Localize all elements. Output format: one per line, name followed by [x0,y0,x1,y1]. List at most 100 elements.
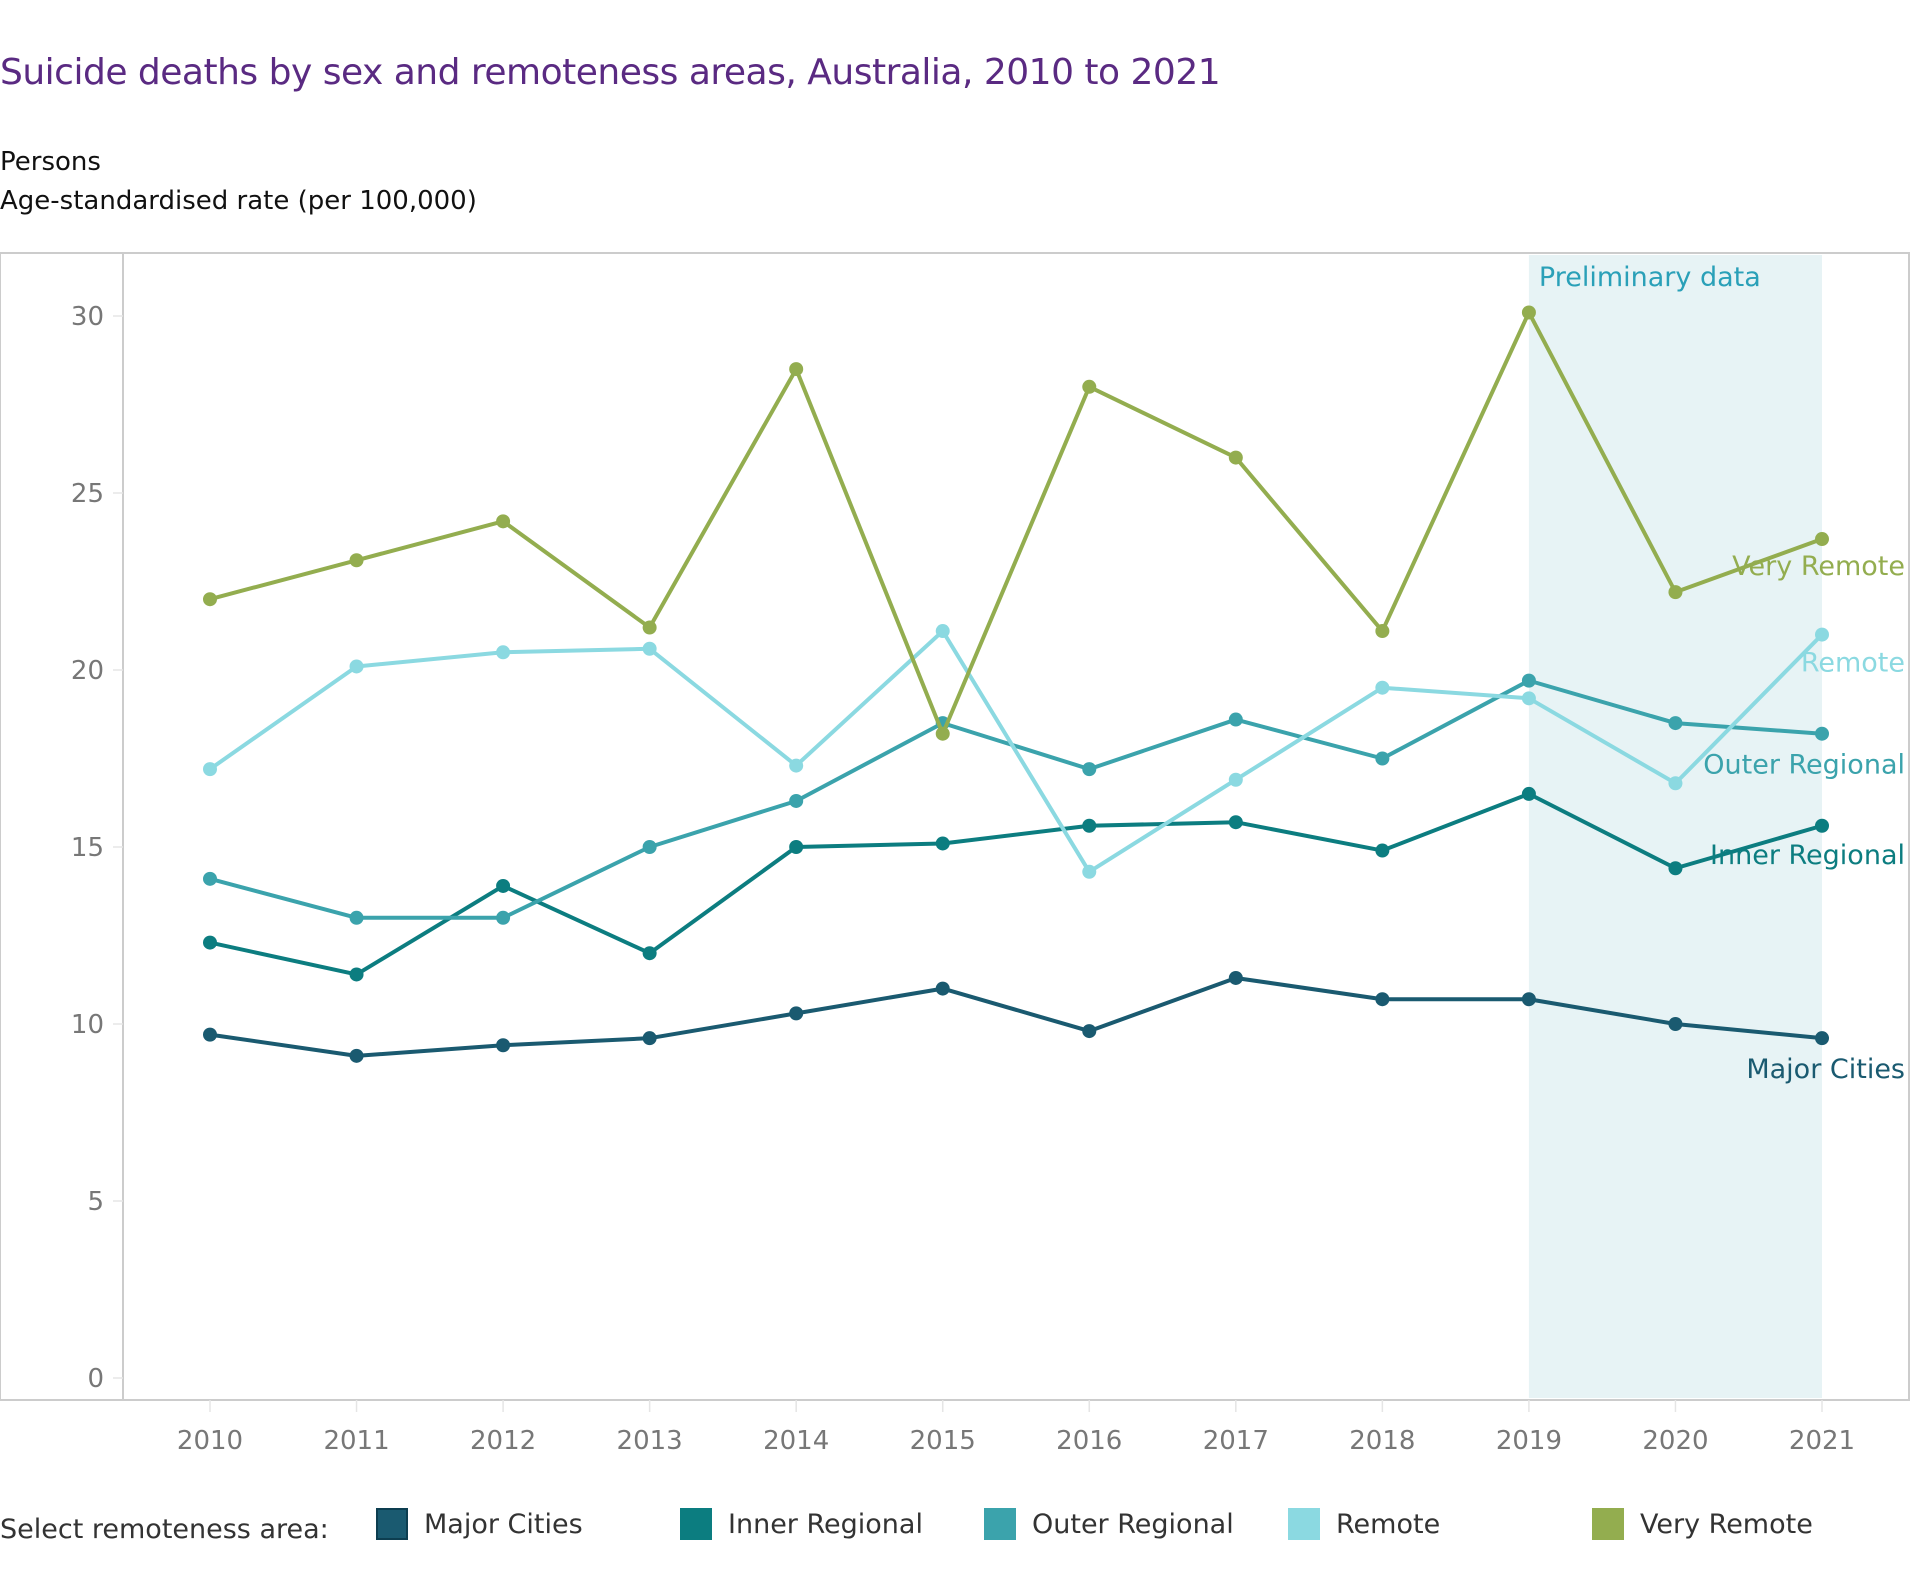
plot-frame [0,252,1910,1401]
major-cities-point-2019[interactable] [1521,992,1536,1007]
very-remote-end-label: Very Remote [1732,551,1905,582]
y-tick-label: 20 [71,656,104,686]
remote-point-2019[interactable] [1521,691,1536,706]
outer-regional-point-2017[interactable] [1228,712,1243,727]
very-remote-point-2012[interactable] [496,514,511,529]
major-cities-point-2015[interactable] [935,981,950,996]
major-cities-point-2017[interactable] [1228,970,1243,985]
outer-regional-point-2013[interactable] [642,840,657,854]
inner-regional-point-2019[interactable] [1521,786,1536,801]
outer-regional-point-2016[interactable] [1082,762,1097,777]
inner-regional-point-2015[interactable] [935,836,950,851]
inner-regional-end-label: Inner Regional [1710,840,1905,871]
y-tick-label: 15 [71,833,104,863]
inner-regional-line [209,791,1823,977]
inner-regional-point-2010[interactable] [203,935,217,950]
legend-item-major-cities[interactable]: Major Cities [376,1508,583,1540]
very-remote-point-2015[interactable] [935,726,950,741]
very-remote-point-2010[interactable] [203,592,217,607]
series-major-cities [203,970,1829,1063]
inner-regional-point-2021[interactable] [1815,818,1829,833]
inner-regional-point-2018[interactable] [1375,843,1390,858]
series-inner-regional [203,786,1829,982]
major-cities-point-2020[interactable] [1668,1017,1683,1031]
x-tick-label: 2011 [323,1426,389,1456]
outer-regional-point-2020[interactable] [1668,716,1683,731]
major-cities-point-2010[interactable] [203,1027,217,1042]
inner-regional-swatch [680,1508,712,1540]
outer-regional-point-2011[interactable] [349,910,364,925]
legend-item-outer-regional[interactable]: Outer Regional [984,1508,1234,1540]
outer-regional-end-label: Outer Regional [1703,750,1905,781]
remote-swatch [1288,1508,1320,1540]
legend-label: Remote [1336,1508,1441,1540]
remote-point-2010[interactable] [203,762,217,777]
remote-line [208,629,1824,874]
outer-regional-point-2014[interactable] [789,793,804,808]
remote-point-2021[interactable] [1815,627,1829,642]
inner-regional-point-2014[interactable] [789,840,804,854]
very-remote-point-2019[interactable] [1521,305,1536,320]
outer-regional-point-2019[interactable] [1521,673,1536,688]
very-remote-swatch [1592,1508,1624,1540]
x-tick-label: 2020 [1642,1426,1708,1456]
major-cities-point-2012[interactable] [496,1038,511,1053]
remote-point-2016[interactable] [1082,864,1097,879]
x-tick-label: 2015 [910,1426,976,1456]
legend-label: Inner Regional [728,1508,923,1540]
outer-regional-point-2012[interactable] [496,910,511,925]
y-tick-label: 30 [71,302,104,332]
legend: Select remoteness area: Major Cities Inn… [0,1508,1920,1558]
very-remote-point-2017[interactable] [1228,450,1243,465]
remote-point-2018[interactable] [1375,680,1390,695]
major-cities-swatch [376,1508,408,1540]
major-cities-point-2014[interactable] [789,1006,804,1021]
remote-point-2020[interactable] [1668,776,1683,791]
x-tick-label: 2019 [1496,1426,1562,1456]
very-remote-point-2020[interactable] [1668,585,1683,600]
very-remote-line [209,310,1823,736]
outer-regional-swatch [984,1508,1016,1540]
remote-point-2015[interactable] [935,624,950,639]
y-tick-label: 25 [71,479,104,509]
outer-regional-point-2010[interactable] [203,871,217,886]
measure-subtitle: Age-standardised rate (per 100,000) [0,186,477,216]
very-remote-point-2021[interactable] [1815,532,1829,547]
legend-item-very-remote[interactable]: Very Remote [1592,1508,1813,1540]
very-remote-point-2014[interactable] [789,362,804,377]
remote-point-2013[interactable] [642,641,657,656]
outer-regional-point-2018[interactable] [1375,751,1390,766]
major-cities-point-2013[interactable] [642,1031,657,1046]
legend-label: Major Cities [424,1508,583,1540]
x-tick-label: 2013 [617,1426,683,1456]
series-group [203,305,1829,1063]
major-cities-point-2011[interactable] [349,1048,364,1063]
remote-point-2012[interactable] [496,645,511,660]
outer-regional-point-2021[interactable] [1815,726,1829,741]
major-cities-point-2018[interactable] [1375,992,1390,1007]
legend-item-remote[interactable]: Remote [1288,1508,1440,1540]
inner-regional-point-2011[interactable] [349,967,364,982]
very-remote-point-2013[interactable] [642,620,657,635]
very-remote-point-2011[interactable] [349,553,364,568]
legend-item-inner-regional[interactable]: Inner Regional [680,1508,923,1540]
remote-point-2014[interactable] [789,758,804,773]
remote-end-label: Remote [1801,648,1905,679]
inner-regional-point-2013[interactable] [642,946,657,961]
major-cities-point-2021[interactable] [1815,1031,1829,1046]
inner-regional-point-2020[interactable] [1668,861,1683,876]
very-remote-point-2018[interactable] [1375,624,1390,639]
x-tick-label: 2021 [1789,1426,1855,1456]
remote-point-2011[interactable] [349,659,364,674]
inner-regional-point-2016[interactable] [1082,818,1097,833]
x-tick-label: 2014 [763,1426,829,1456]
major-cities-end-label: Major Cities [1746,1054,1905,1085]
x-tick-label: 2017 [1203,1426,1269,1456]
remote-point-2017[interactable] [1228,772,1243,787]
very-remote-point-2016[interactable] [1082,379,1097,394]
inner-regional-point-2017[interactable] [1228,815,1243,830]
legend-label: Very Remote [1640,1508,1813,1540]
inner-regional-point-2012[interactable] [496,878,511,893]
major-cities-point-2016[interactable] [1082,1024,1097,1039]
